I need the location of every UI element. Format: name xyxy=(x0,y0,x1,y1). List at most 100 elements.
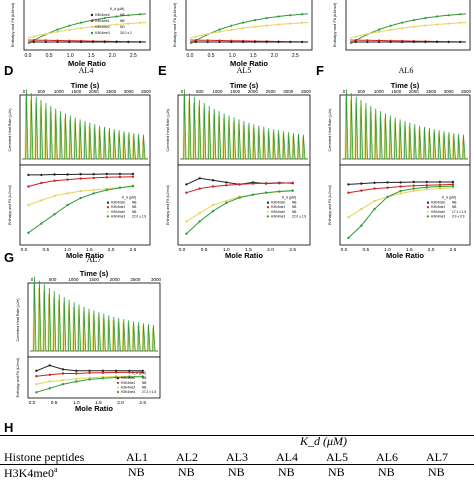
data-point xyxy=(27,185,30,188)
data-point xyxy=(373,181,376,184)
data-point xyxy=(66,192,69,195)
legend-marker xyxy=(426,201,430,204)
mole-tick: 1.0 xyxy=(73,400,80,406)
col-header-peptides: Histone peptides xyxy=(4,450,85,464)
x-axis-label: Mole Ratio xyxy=(386,251,424,260)
data-point xyxy=(265,17,268,20)
data-point xyxy=(103,17,106,20)
data-point xyxy=(366,40,369,44)
data-point xyxy=(88,369,91,372)
data-point xyxy=(115,40,118,44)
time-axis-label: Time (s) xyxy=(230,81,259,90)
mole-tick: 0.0 xyxy=(341,247,348,253)
data-point xyxy=(198,220,201,223)
mole-tick: 2.0 xyxy=(117,400,124,406)
data-point xyxy=(131,175,135,178)
data-point xyxy=(399,189,402,193)
top-panel: Enthalpy and Fit (kJ/mol) K_d (μM)H3K4me0… xyxy=(10,0,151,68)
data-point xyxy=(264,182,268,185)
panel-letter: G xyxy=(4,250,14,265)
mole-tick: 0.0 xyxy=(187,53,194,59)
time-tick: 1500 xyxy=(391,89,402,94)
mole-tick: 2.5 xyxy=(130,247,137,253)
time-tick: 3000 xyxy=(151,277,162,282)
data-point xyxy=(48,387,51,390)
data-point xyxy=(127,14,130,17)
col-header: AL5 xyxy=(326,450,348,464)
data-point xyxy=(424,24,427,27)
mole-tick: 1.0 xyxy=(229,53,236,59)
data-point xyxy=(68,40,71,44)
data-point xyxy=(141,375,144,378)
data-point xyxy=(425,184,428,187)
itc-panel-g: G AL7 Time (s) 0 500 1000 1500 2000 2500 3000 Corr… xyxy=(4,250,162,413)
data-point xyxy=(386,186,389,189)
data-point xyxy=(79,189,82,193)
data-point xyxy=(301,13,304,16)
legend-peptide: H3K4me0 xyxy=(431,201,445,205)
data-point xyxy=(115,23,118,26)
data-point xyxy=(435,15,439,18)
data-point xyxy=(131,184,135,188)
kd-cell: NB xyxy=(178,465,195,479)
col-header: AL2 xyxy=(176,450,198,464)
data-point xyxy=(265,40,268,44)
data-point xyxy=(185,191,188,194)
mole-tick: 2.5 xyxy=(130,53,137,59)
data-point xyxy=(412,25,415,28)
data-point xyxy=(118,175,122,179)
itc-panel-d: D AL4 Time (s) 0 500 1000 1500 2000 2500 3000 3500… xyxy=(4,63,152,260)
panel-title: AL7 xyxy=(87,255,102,264)
data-point xyxy=(277,40,280,44)
data-point xyxy=(218,40,221,44)
data-point xyxy=(360,182,363,185)
legend-kd: 22.0 ± 1.9 xyxy=(132,214,146,218)
data-point xyxy=(459,21,462,24)
legend-marker xyxy=(426,210,430,213)
data-point xyxy=(218,28,221,31)
enthalpy-axis-label: Enthalpy and Fit (kJ/mol) xyxy=(16,358,20,398)
data-point xyxy=(79,196,82,200)
legend-kd: NB xyxy=(142,381,146,385)
fit-curve xyxy=(349,22,467,39)
panel-letter: D xyxy=(4,63,13,78)
data-point xyxy=(347,191,350,194)
legend-kd: NB xyxy=(120,13,125,17)
data-point xyxy=(238,183,241,186)
data-point xyxy=(75,372,78,375)
plot-frame xyxy=(23,0,151,51)
data-point xyxy=(211,179,215,182)
time-tick: 3000 xyxy=(444,89,455,94)
legend-kd: NB xyxy=(132,210,136,214)
data-point xyxy=(185,232,188,235)
enthalpy-axis-label: Enthalpy and Fit (kJ/mol) xyxy=(166,185,170,225)
data-point xyxy=(377,40,381,44)
data-point xyxy=(377,28,381,31)
legend-peptide: H3K4me2 xyxy=(431,210,445,214)
data-point xyxy=(389,24,392,27)
legend-kd: NB xyxy=(292,205,296,209)
mole-tick: 2.0 xyxy=(267,247,274,253)
data-point xyxy=(56,30,59,33)
data-point xyxy=(61,383,65,386)
data-point xyxy=(373,187,376,190)
legend-peptide: H3K4me3 xyxy=(431,214,445,218)
legend-marker xyxy=(106,206,110,209)
mole-tick: 0.5 xyxy=(201,247,208,253)
legend-kd: NB xyxy=(292,201,296,205)
data-point xyxy=(61,368,65,371)
data-point xyxy=(425,180,428,184)
data-point xyxy=(451,184,455,188)
data-point xyxy=(360,224,363,227)
legend-marker xyxy=(106,215,110,218)
legend-kd: NB xyxy=(142,376,146,380)
legend-header: K_d (μM) xyxy=(132,371,146,375)
data-point xyxy=(225,181,228,184)
data-point xyxy=(53,213,56,216)
legend-kd: 17.1 ± 1.5 xyxy=(452,210,466,214)
data-point xyxy=(401,40,404,44)
enthalpy-frame xyxy=(177,164,311,246)
data-point xyxy=(101,377,105,380)
data-point xyxy=(242,27,245,30)
data-point xyxy=(32,40,36,44)
